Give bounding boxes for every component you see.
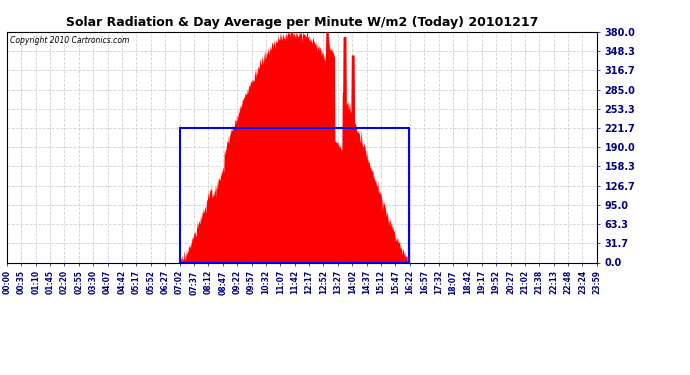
Bar xyxy=(180,128,409,262)
Text: Copyright 2010 Cartronics.com: Copyright 2010 Cartronics.com xyxy=(10,36,129,45)
Title: Solar Radiation & Day Average per Minute W/m2 (Today) 20101217: Solar Radiation & Day Average per Minute… xyxy=(66,16,538,29)
